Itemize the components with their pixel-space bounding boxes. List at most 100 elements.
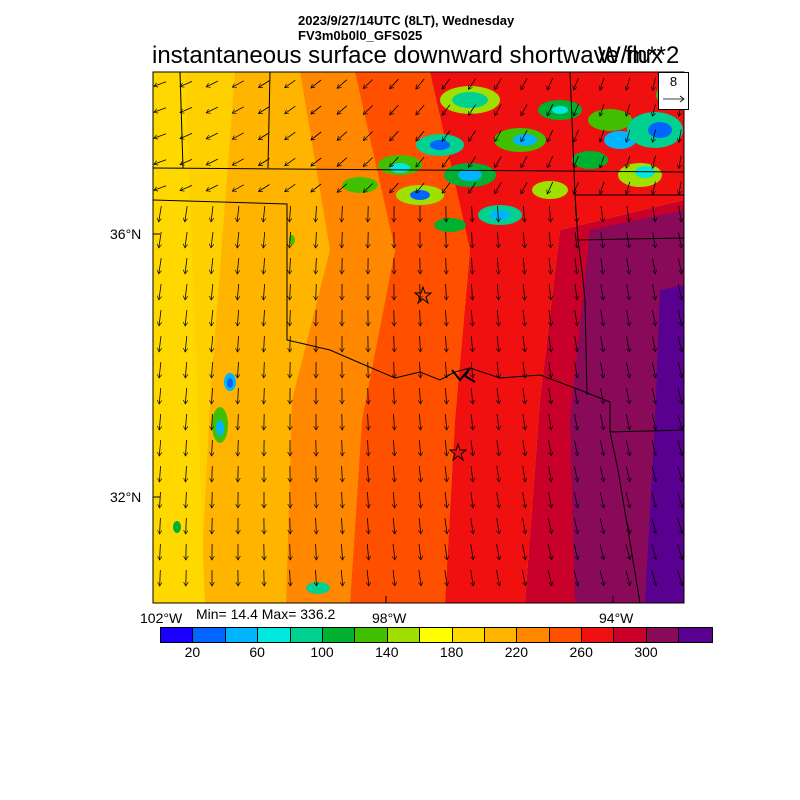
wind-arrow <box>521 182 528 193</box>
wind-arrow <box>677 440 682 455</box>
wind-arrow <box>549 205 550 222</box>
wind-arrow <box>548 492 552 508</box>
wind-arrow <box>154 81 167 87</box>
wind-arrow <box>522 518 526 534</box>
wind-arrow <box>237 309 238 326</box>
wind-arrow <box>259 106 270 114</box>
reference-vector-box: 8 <box>658 72 689 110</box>
wind-arrow <box>677 414 682 430</box>
wind-arrow <box>445 439 447 456</box>
wind-arrow <box>285 131 296 140</box>
star-marker-dfw <box>448 442 468 462</box>
wind-arrow <box>206 158 218 165</box>
wind-arrow <box>522 492 526 508</box>
wind-arrow <box>497 388 499 404</box>
wind-arrow <box>211 309 213 326</box>
wind-arrow <box>472 283 473 300</box>
wind-arrow <box>471 544 474 560</box>
wind-arrow <box>285 157 296 166</box>
wind-arrow <box>549 310 551 326</box>
wind-arrow <box>363 79 373 89</box>
wind-arrow <box>575 258 577 274</box>
wind-arrow <box>186 439 187 456</box>
wind-arrow <box>394 387 395 404</box>
wind-arrow <box>342 491 343 508</box>
wind-arrows <box>154 77 683 586</box>
wind-arrow <box>368 413 369 430</box>
wind-arrow <box>627 258 630 274</box>
colorbar-tick-label: 140 <box>375 644 399 660</box>
wind-arrow <box>549 284 551 300</box>
wind-arrow <box>497 283 498 300</box>
wind-arrow <box>419 491 421 508</box>
wind-arrow <box>206 184 218 191</box>
wind-arrow <box>547 544 551 560</box>
wind-arrow <box>159 206 162 222</box>
wind-arrow <box>468 78 476 90</box>
wind-arrow <box>653 103 656 117</box>
wind-arrow <box>677 336 682 352</box>
wind-arrow <box>651 518 656 533</box>
wind-arrow <box>600 336 604 352</box>
wind-arrow <box>575 284 577 300</box>
wind-arrow <box>471 570 474 586</box>
wind-arrow <box>316 257 317 274</box>
wind-arrow <box>420 361 421 378</box>
wind-arrow <box>419 465 421 482</box>
wind-arrow <box>211 335 212 352</box>
wind-arrow <box>626 284 630 300</box>
wind-arrow <box>575 362 578 378</box>
wind-arrow <box>446 309 447 326</box>
wind-arrow <box>316 283 317 300</box>
wind-arrow <box>548 466 552 482</box>
wind-arrow <box>186 517 187 534</box>
wind-arrow <box>446 283 447 300</box>
wind-arrow <box>677 570 683 585</box>
wind-arrow <box>497 518 500 534</box>
wind-arrow <box>263 205 265 222</box>
wind-arrow <box>180 81 193 86</box>
colorbar-cell-16 <box>679 628 712 642</box>
band-purple <box>645 285 684 603</box>
wind-arrow <box>601 258 603 274</box>
wind-arrow <box>601 284 603 300</box>
wind-arrow <box>575 232 577 248</box>
wind-arrow <box>625 466 630 482</box>
wind-arrow <box>368 465 369 482</box>
wind-arrow <box>521 78 528 89</box>
colorbar <box>160 627 713 643</box>
wind-arrow <box>626 310 630 326</box>
wind-arrow <box>290 569 291 586</box>
wind-arrow <box>212 413 213 430</box>
wind-arrow <box>337 157 348 167</box>
colorbar-tick-label: 100 <box>310 644 334 660</box>
wind-arrow <box>445 544 447 560</box>
wind-arrow <box>627 232 629 248</box>
yellow-strip <box>153 72 205 603</box>
wind-arrow <box>523 336 525 352</box>
wind-arrow <box>548 440 552 456</box>
wind-arrow <box>497 414 499 430</box>
wind-arrow <box>496 544 500 560</box>
axis-ticks <box>152 233 614 603</box>
units-label: W/m**2 <box>598 42 680 69</box>
wind-arrow <box>574 181 579 194</box>
wind-arrow <box>337 79 348 89</box>
wind-arrow <box>446 231 447 248</box>
wind-arrow <box>599 544 604 560</box>
wind-arrow <box>471 414 473 430</box>
wind-arrow <box>367 517 368 534</box>
wind-arrow <box>419 439 420 456</box>
wind-arrow <box>290 335 291 352</box>
wind-arrow <box>653 77 656 91</box>
wind-arrow <box>394 413 395 430</box>
wind-arrow <box>471 492 473 508</box>
wind-arrow <box>677 518 683 533</box>
wind-arrow <box>523 466 526 482</box>
colorbar-cell-2 <box>225 628 259 642</box>
wind-arrow <box>445 387 446 404</box>
wind-arrow <box>677 466 682 481</box>
wind-arrow <box>600 362 604 378</box>
colorbar-tick-label: 260 <box>569 644 593 660</box>
wind-arrow <box>547 129 554 142</box>
